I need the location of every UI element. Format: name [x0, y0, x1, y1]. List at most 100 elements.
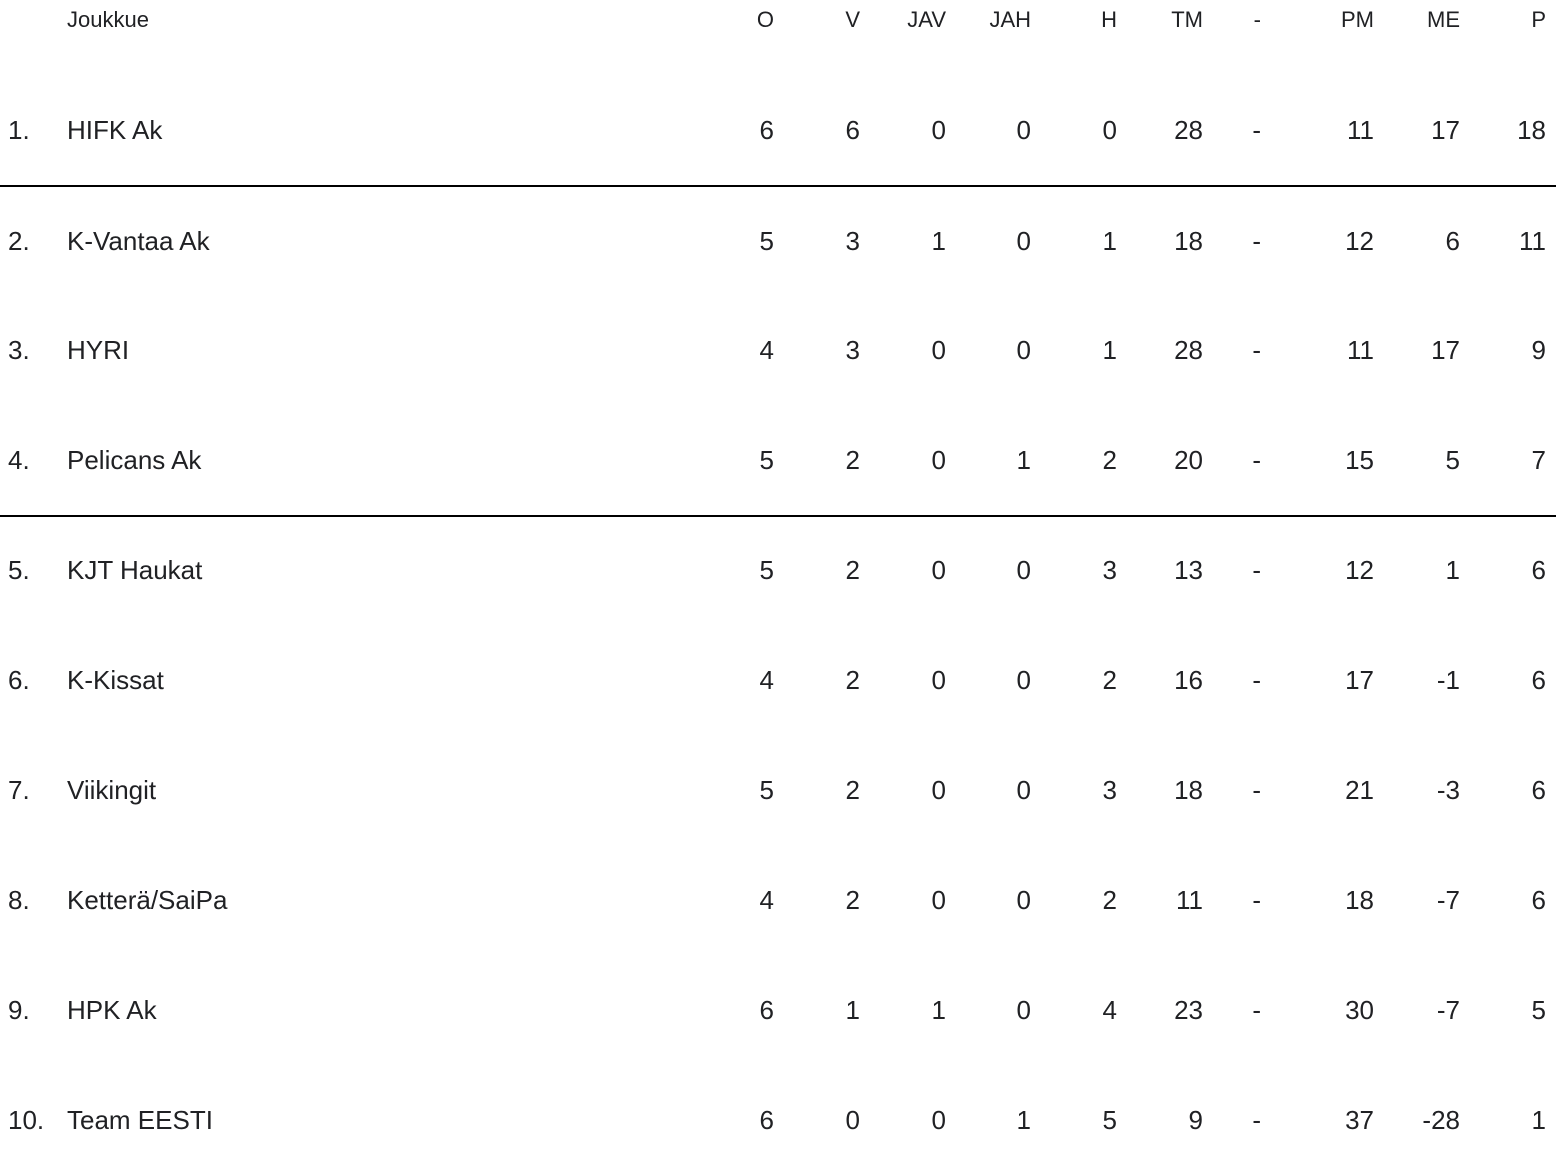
- cell-p: 6: [1531, 775, 1546, 805]
- cell-tm: 18: [1174, 775, 1203, 805]
- header-dash: -: [1253, 7, 1261, 32]
- cell-p: 7: [1531, 445, 1546, 475]
- cell-me: 17: [1431, 335, 1460, 365]
- header-h: H: [1101, 7, 1117, 32]
- cell-v: 2: [845, 775, 860, 805]
- cell-h: 1: [1102, 226, 1117, 256]
- cell-p: 18: [1517, 115, 1546, 145]
- cell-dash: -: [1252, 445, 1261, 475]
- cell-pm: 15: [1345, 445, 1374, 475]
- cell-h: 5: [1102, 1105, 1117, 1135]
- cell-pm: 17: [1345, 665, 1374, 695]
- cell-pm: 18: [1345, 885, 1374, 915]
- team-name: K-Vantaa Ak: [67, 226, 210, 256]
- cell-pm: 12: [1345, 226, 1374, 256]
- cell-v: 2: [845, 555, 860, 585]
- cell-jah: 0: [1016, 555, 1031, 585]
- table-row: 5. KJT Haukat 5 2 0 0 3 13 - 12 1 6: [0, 550, 1566, 590]
- header-v: V: [845, 7, 860, 32]
- team-name: Team EESTI: [67, 1105, 213, 1135]
- cell-dash: -: [1252, 995, 1261, 1025]
- team-name: K-Kissat: [67, 665, 164, 695]
- cell-jav: 0: [931, 1105, 946, 1135]
- cell-v: 0: [845, 1105, 860, 1135]
- cell-o: 6: [759, 115, 774, 145]
- cell-p: 6: [1531, 665, 1546, 695]
- cell-dash: -: [1252, 555, 1261, 585]
- cell-o: 4: [759, 665, 774, 695]
- cell-me: -7: [1436, 995, 1460, 1025]
- cell-jah: 0: [1016, 775, 1031, 805]
- cell-pm: 11: [1347, 115, 1374, 145]
- team-name: HYRI: [67, 335, 130, 365]
- cell-o: 4: [759, 335, 774, 365]
- table-row: 9. HPK Ak 6 1 1 0 4 23 - 30 -7 5: [0, 990, 1566, 1030]
- rank: 7.: [8, 775, 30, 805]
- cell-h: 2: [1102, 665, 1117, 695]
- team-name: Ketterä/SaiPa: [67, 885, 228, 915]
- cell-jah: 0: [1016, 226, 1031, 256]
- cell-tm: 11: [1176, 885, 1203, 915]
- cell-p: 6: [1531, 555, 1546, 585]
- cell-v: 6: [845, 115, 860, 145]
- cell-pm: 11: [1347, 335, 1374, 365]
- cell-jah: 0: [1016, 665, 1031, 695]
- header-pm: PM: [1341, 7, 1374, 32]
- team-name: HPK Ak: [67, 995, 157, 1025]
- cell-jav: 0: [931, 445, 946, 475]
- cell-h: 4: [1102, 995, 1117, 1025]
- cell-p: 11: [1519, 226, 1546, 256]
- cell-p: 1: [1531, 1105, 1546, 1135]
- cell-tm: 18: [1174, 226, 1203, 256]
- cell-h: 3: [1102, 555, 1117, 585]
- cell-me: 5: [1445, 445, 1460, 475]
- cell-v: 3: [845, 226, 860, 256]
- rank: 3.: [8, 335, 30, 365]
- cell-jah: 1: [1016, 1105, 1031, 1135]
- cell-jah: 1: [1016, 445, 1031, 475]
- cell-pm: 30: [1345, 995, 1374, 1025]
- header-jah: JAH: [989, 7, 1031, 32]
- cell-me: -1: [1436, 665, 1460, 695]
- header-tm: TM: [1171, 7, 1203, 32]
- cell-jav: 0: [931, 115, 946, 145]
- rank: 2.: [8, 226, 30, 256]
- cell-o: 5: [759, 226, 774, 256]
- cell-me: 6: [1445, 226, 1460, 256]
- cell-me: -3: [1436, 775, 1460, 805]
- cell-h: 2: [1102, 445, 1117, 475]
- cell-v: 1: [845, 995, 860, 1025]
- cell-o: 4: [759, 885, 774, 915]
- rank: 6.: [8, 665, 30, 695]
- cell-jav: 1: [931, 226, 946, 256]
- cell-jav: 0: [931, 335, 946, 365]
- cell-p: 5: [1531, 995, 1546, 1025]
- rank: 9.: [8, 995, 30, 1025]
- cell-jah: 0: [1016, 335, 1031, 365]
- team-name: Viikingit: [67, 775, 157, 805]
- cell-tm: 20: [1174, 445, 1203, 475]
- cell-tm: 13: [1174, 555, 1203, 585]
- cell-dash: -: [1252, 115, 1261, 145]
- table-header: Joukkue O V JAV JAH H TM - PM ME P: [0, 0, 1566, 40]
- table-row: 8. Ketterä/SaiPa 4 2 0 0 2 11 - 18 -7 6: [0, 880, 1566, 920]
- cell-tm: 16: [1174, 665, 1203, 695]
- rank: 4.: [8, 445, 30, 475]
- table-row: 4. Pelicans Ak 5 2 0 1 2 20-15 5 7: [0, 440, 1566, 480]
- cell-tm: 28: [1174, 115, 1203, 145]
- cell-p: 9: [1531, 335, 1546, 365]
- cell-pm: 37: [1345, 1105, 1374, 1135]
- group-divider: [0, 185, 1556, 187]
- header-me: ME: [1427, 7, 1460, 32]
- header-o: O: [756, 7, 774, 32]
- cell-dash: -: [1252, 775, 1261, 805]
- cell-o: 6: [759, 995, 774, 1025]
- rank: 1.: [8, 115, 30, 145]
- cell-tm: 9: [1188, 1105, 1203, 1135]
- group-divider: [0, 515, 1556, 517]
- team-name: KJT Haukat: [67, 555, 203, 585]
- cell-v: 2: [845, 445, 860, 475]
- cell-jah: 0: [1016, 115, 1031, 145]
- cell-o: 5: [759, 775, 774, 805]
- header-jav: JAV: [907, 7, 946, 32]
